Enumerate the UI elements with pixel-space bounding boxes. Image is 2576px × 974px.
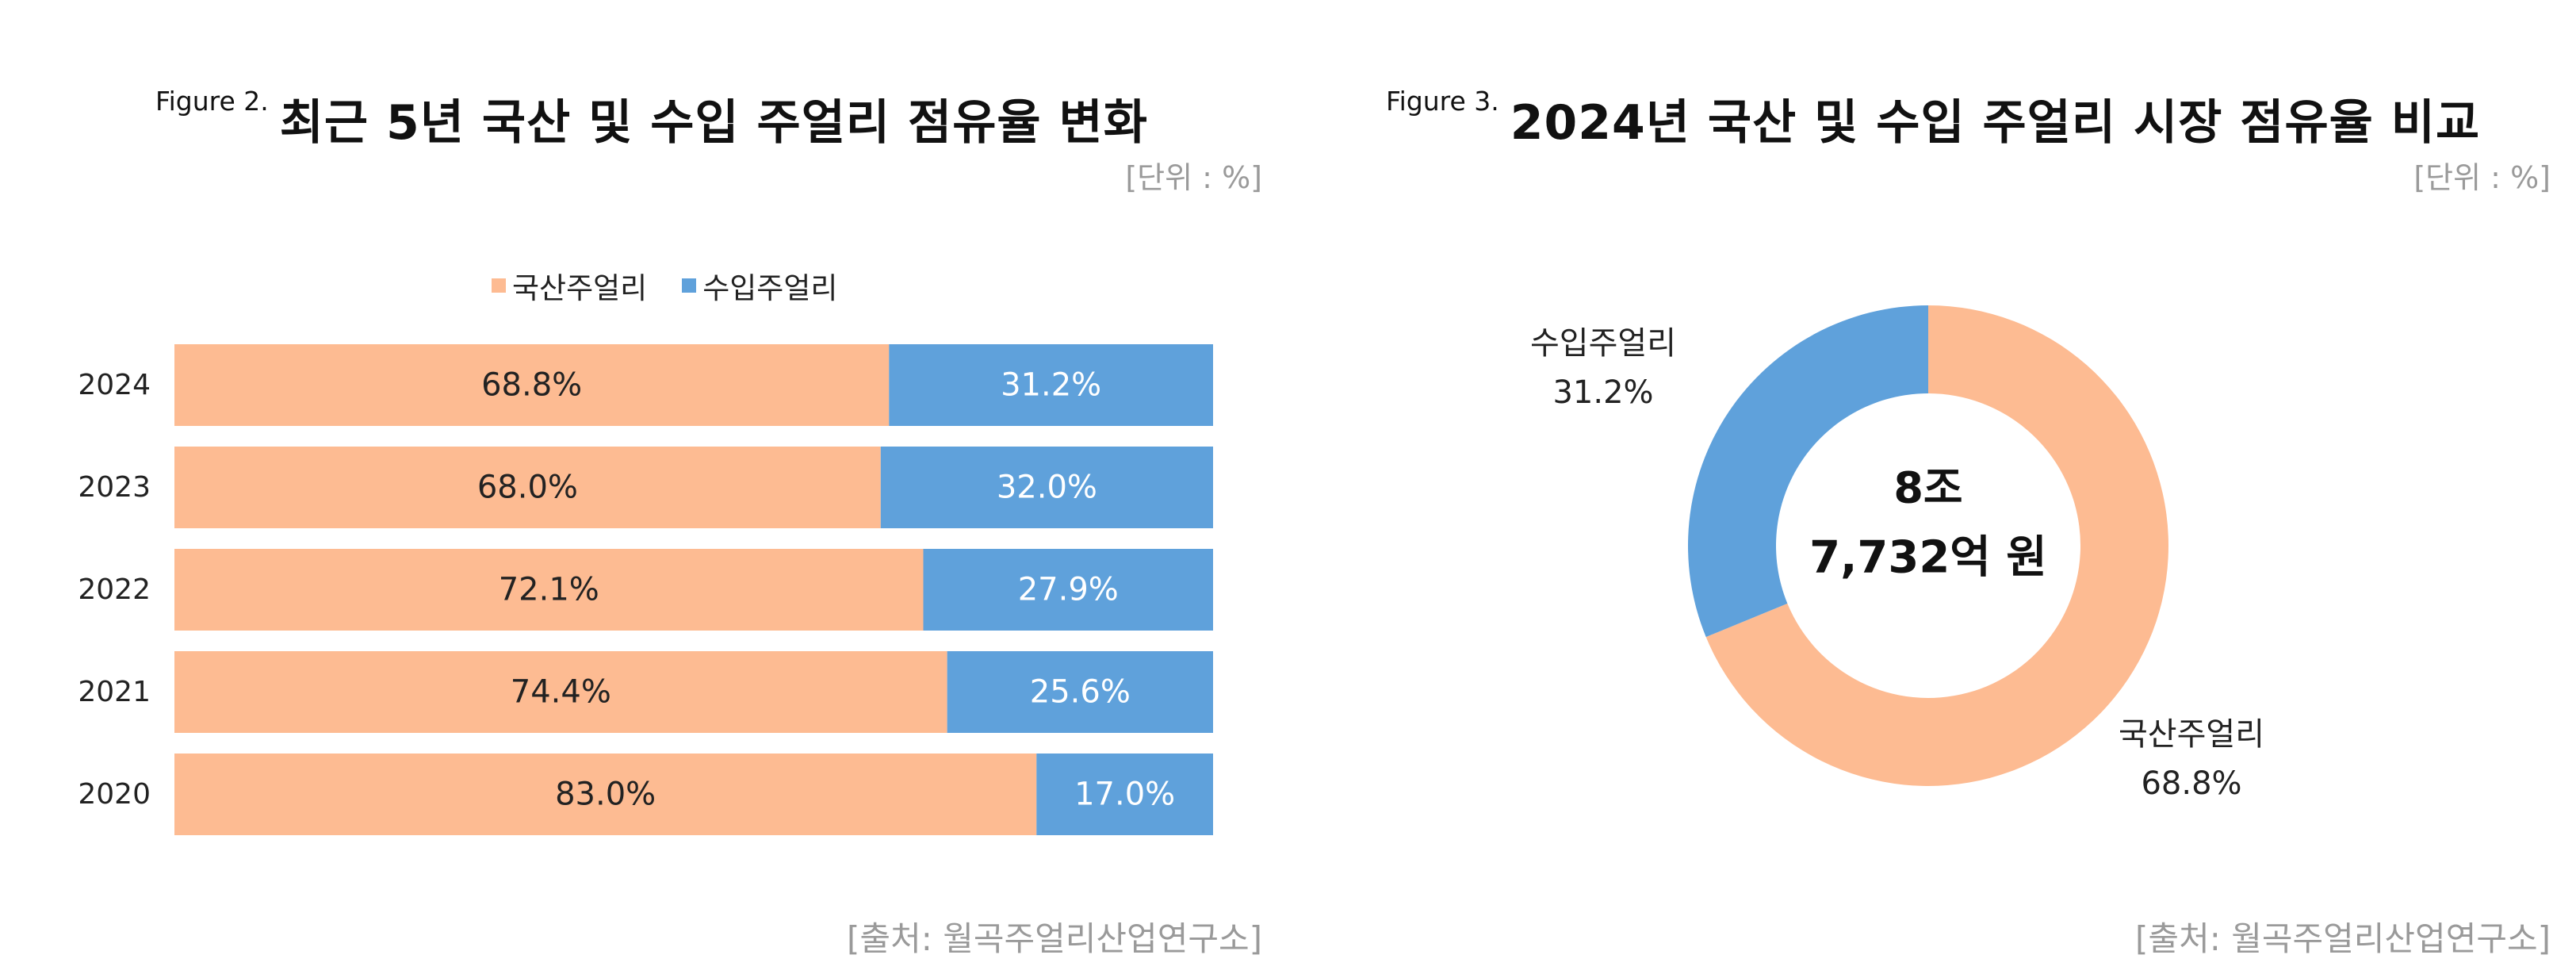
category-label-2023: 2023	[78, 471, 151, 504]
figure-2-unit: [단위 : %]	[1125, 160, 1262, 195]
category-label-2020: 2020	[78, 778, 151, 811]
figure-3-source: [출처: 월곡주얼리산업연구소]	[2135, 919, 2551, 958]
data-label-domestic-2021: 74.4%	[511, 674, 611, 711]
data-label-domestic-2024: 68.8%	[481, 367, 582, 404]
bar-imported-2023	[880, 447, 1213, 528]
figure-3-title-text: 2024년 국산 및 수입 주얼리 시장 점유율 비교	[1510, 95, 2481, 151]
bar-chart-legend: 국산주얼리 수입주얼리	[492, 264, 872, 307]
category-label-2021: 2021	[78, 676, 151, 708]
slice-name-domestic: 국산주얼리	[2119, 716, 2264, 753]
bar-domestic-2022	[174, 549, 924, 631]
figure-3-title: Figure 3. 2024년 국산 및 수입 주얼리 시장 점유율 비교	[1386, 84, 2480, 153]
bar-imported-2022	[923, 549, 1213, 631]
figure-3-panel: Figure 3. 2024년 국산 및 수입 주얼리 시장 점유율 비교 [단위…	[1288, 0, 2576, 974]
bar-domestic-2024	[174, 344, 890, 426]
figure-3-label: Figure 3.	[1386, 86, 1499, 117]
category-label-2024: 2024	[78, 369, 151, 401]
bar-imported-2021	[947, 651, 1213, 733]
legend-swatch-domestic	[492, 278, 506, 293]
legend-swatch-imported	[682, 278, 697, 293]
data-label-imported-2021: 25.6%	[1030, 674, 1131, 711]
figure-2-title-text: 최근 5년 국산 및 수입 주얼리 점유율 변화	[279, 95, 1148, 151]
slice-value-imported: 31.2%	[1552, 374, 1653, 411]
data-label-imported-2020: 17.0%	[1074, 777, 1175, 813]
donut-slice-domestic	[1705, 305, 2168, 787]
figure-2-source: [출처: 월곡주얼리산업연구소]	[847, 919, 1262, 958]
legend-item-imported: 수입주얼리	[682, 264, 837, 307]
slice-value-domestic: 68.8%	[2141, 765, 2241, 802]
legend-label-domestic: 국산주얼리	[512, 271, 648, 305]
donut-center-line-1: 8조	[1893, 463, 1962, 513]
data-label-domestic-2023: 68.0%	[477, 470, 578, 506]
bar-domestic-2023	[174, 447, 881, 528]
donut-center-line-2: 7,732억 원	[1809, 532, 2047, 584]
data-label-imported-2024: 31.2%	[1001, 367, 1101, 404]
figure-2-label: Figure 2.	[155, 86, 269, 117]
data-label-imported-2022: 27.9%	[1018, 572, 1119, 608]
donut-slice-imported	[1688, 305, 1928, 638]
figure-3-unit: [단위 : %]	[2413, 160, 2551, 195]
bar-imported-2020	[1036, 754, 1213, 835]
bar-domestic-2020	[174, 754, 1037, 835]
figure-2-panel: Figure 2. 최근 5년 국산 및 수입 주얼리 점유율 변화 [단위 : …	[78, 84, 1262, 958]
bar-imported-2024	[889, 344, 1213, 426]
stacked-bar-chart: 2024 68.8% 31.2% 2023 68.0% 32.0% 2022 72.1% 27.…	[78, 344, 1213, 835]
category-label-2022: 2022	[78, 573, 151, 606]
slice-name-imported: 수입주얼리	[1530, 325, 1676, 362]
data-label-domestic-2020: 83.0%	[555, 777, 656, 813]
legend-item-domestic: 국산주얼리	[492, 264, 647, 307]
bar-domestic-2021	[174, 651, 947, 733]
legend-label-imported: 수입주얼리	[702, 271, 838, 305]
data-label-domestic-2022: 72.1%	[499, 572, 599, 608]
donut-chart: 국산주얼리 68.8% 수입주얼리 31.2% 8조 7,732억 원	[1530, 305, 2264, 802]
figure-2-title: Figure 2. 최근 5년 국산 및 수입 주얼리 점유율 변화	[155, 84, 1148, 153]
data-label-imported-2023: 32.0%	[997, 470, 1097, 506]
